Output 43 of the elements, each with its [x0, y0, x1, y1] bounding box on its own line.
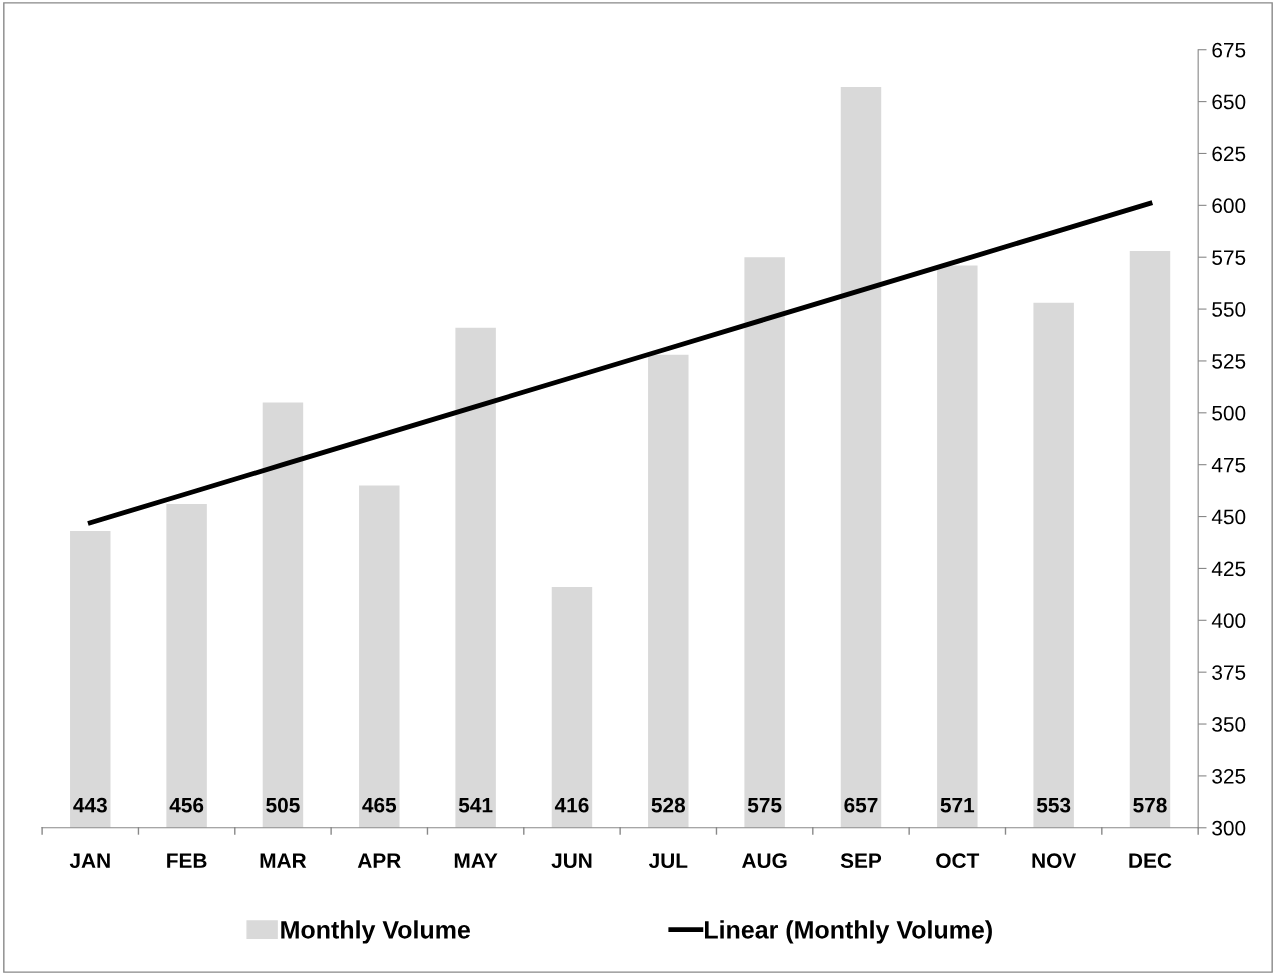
x-tick-label: FEB — [167, 853, 207, 868]
x-tick-label: SEP — [840, 853, 882, 869]
x-tick-label: JAN — [69, 853, 110, 869]
x-tick-label: MAY — [454, 853, 498, 868]
data-label: 443 — [73, 797, 107, 813]
y-tick-label: 475 — [1211, 457, 1246, 473]
data-label: 553 — [1036, 797, 1071, 813]
data-label: 528 — [651, 797, 686, 813]
data-label: 456 — [169, 797, 204, 813]
x-tick-label: MAR — [260, 853, 307, 868]
y-tick-label: 425 — [1211, 561, 1246, 577]
y-tick-label: 525 — [1212, 353, 1246, 369]
x-tick-label: JUN — [551, 853, 592, 869]
y-tick-label: 550 — [1212, 302, 1246, 317]
y-tick-label: 450 — [1211, 509, 1246, 525]
y-tick-label: 650 — [1212, 94, 1246, 110]
x-tick-label: OCT — [936, 853, 980, 869]
data-label: 657 — [844, 797, 878, 813]
y-tick-label: 600 — [1212, 198, 1246, 214]
y-tick-label: 350 — [1212, 717, 1246, 732]
y-tick-label: 325 — [1212, 768, 1246, 784]
y-tick-label: 500 — [1212, 405, 1246, 421]
data-label: 541 — [458, 798, 493, 813]
x-tick-label: DEC — [1129, 853, 1172, 869]
legend-label: Linear (Monthly Volume) — [705, 920, 992, 944]
data-label: 505 — [266, 797, 300, 813]
data-label: 416 — [554, 797, 589, 813]
y-tick-label: 400 — [1211, 613, 1246, 629]
y-tick-label: 300 — [1212, 820, 1246, 836]
y-tick-label: 675 — [1212, 42, 1246, 58]
line-series — [87, 200, 1153, 526]
y-tick-label: 375 — [1212, 665, 1246, 680]
data-label: 465 — [362, 797, 397, 813]
x-tick-label: APR — [357, 853, 401, 868]
x-tick-label: JUL — [648, 853, 688, 869]
x-tick-label: NOV — [1032, 853, 1077, 869]
data-label: 571 — [940, 798, 975, 813]
y-tick-label: 625 — [1212, 146, 1246, 162]
x-tick-label: AUG — [742, 853, 787, 869]
data-label: 578 — [1133, 797, 1167, 813]
legend-label: Monthly Volume — [281, 920, 470, 944]
data-label: 575 — [747, 798, 782, 813]
y-tick-label: 575 — [1212, 250, 1246, 265]
